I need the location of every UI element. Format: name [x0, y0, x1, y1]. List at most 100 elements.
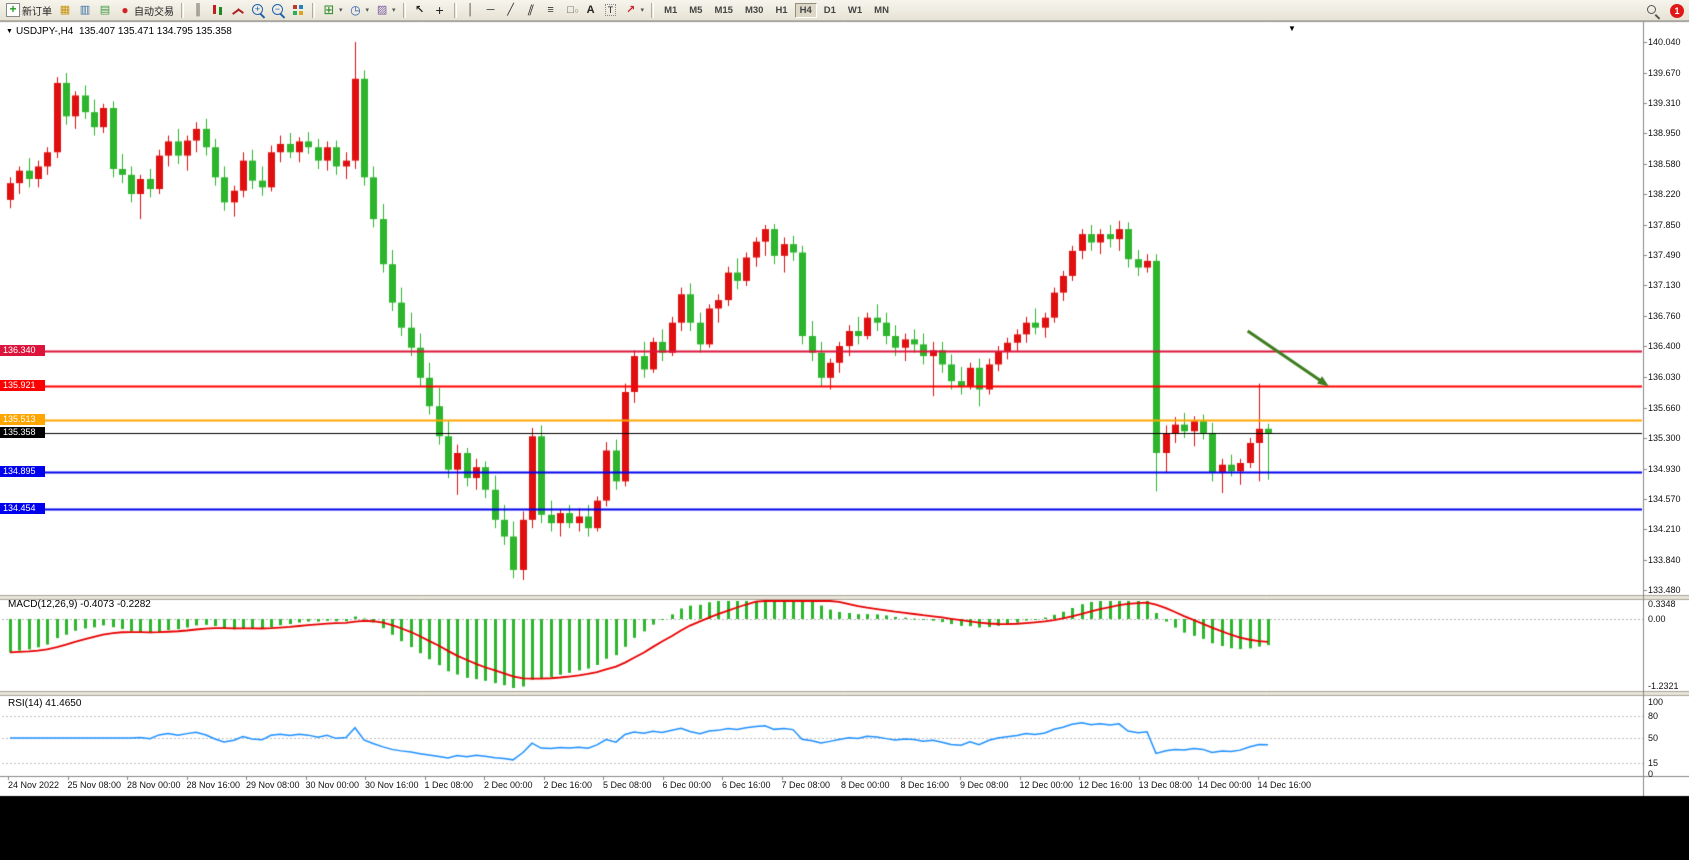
fibonacci-icon [544, 3, 558, 17]
price-axis-label: 138.220 [1648, 189, 1681, 200]
time-axis-label: 8 Dec 00:00 [841, 780, 890, 790]
timeframe-h4[interactable]: H4 [794, 2, 817, 18]
bar-chart-button[interactable] [188, 1, 208, 19]
price-axis-label: 134.930 [1648, 463, 1681, 474]
zoom-out-button[interactable] [268, 1, 288, 19]
timeframe-m30[interactable]: M30 [740, 3, 768, 18]
vertical-line-button[interactable] [461, 1, 481, 19]
new-order-button-label: 新订单 [22, 6, 52, 18]
price-axis-label: 138.950 [1648, 128, 1681, 139]
channel-icon [524, 3, 538, 17]
text-icon [584, 3, 598, 17]
timeframe-m15[interactable]: M15 [709, 3, 737, 18]
rsi-axis-label: 0 [1648, 769, 1654, 779]
templates-button[interactable]: ▾ [372, 1, 399, 19]
time-axis-label: 28 Nov 16:00 [186, 780, 241, 790]
price-axis-label: 140.040 [1648, 37, 1681, 47]
indicators-icon [322, 3, 336, 17]
price-axis-label: 134.210 [1648, 524, 1681, 534]
label-button[interactable] [601, 1, 621, 19]
tile-windows-button[interactable] [288, 1, 308, 19]
rsi-label: RSI(14) [8, 698, 43, 709]
notification-badge[interactable]: 1 [1670, 4, 1684, 18]
macd-header: MACD(12,26,9) -0.4073 -0.2282 [8, 599, 151, 610]
search-icon [1646, 4, 1660, 18]
price-axis-label: 137.490 [1648, 250, 1681, 260]
macd-axis-label: 0.00 [1648, 614, 1666, 624]
text-label-icon [604, 3, 618, 17]
trendline-button[interactable] [501, 1, 521, 19]
arrow-stamps-icon [624, 3, 638, 17]
time-axis-label: 1 Dec 08:00 [424, 780, 474, 790]
price-axis-label: 137.850 [1648, 219, 1681, 230]
time-axis-label: 29 Nov 08:00 [246, 780, 300, 790]
market-watch-button[interactable] [75, 1, 95, 19]
crosshair-button[interactable] [430, 1, 450, 19]
cursor-button[interactable] [410, 1, 430, 19]
time-axis-label: 12 Dec 00:00 [1019, 780, 1074, 790]
chart-shift-marker[interactable]: ▼ [1288, 24, 1296, 33]
periods-button[interactable]: ▾ [346, 1, 373, 19]
chart-ohlc-values: 135.407 135.471 134.795 135.358 [78, 26, 232, 37]
time-axis-label: 30 Nov 00:00 [305, 780, 360, 790]
candlestick-icon [211, 3, 225, 17]
time-axis-label: 14 Dec 00:00 [1198, 780, 1252, 790]
candlestick-chart-button[interactable] [208, 1, 228, 19]
horizontal-line-button[interactable] [481, 1, 501, 19]
price-level-tag: 135.921 [0, 380, 45, 392]
macd-label: MACD(12,26,9) [8, 599, 78, 610]
price-level-tag: 135.358 [0, 427, 45, 439]
price-axis-label: 139.670 [1648, 67, 1681, 78]
line-chart-button[interactable] [228, 1, 248, 19]
text-button[interactable] [581, 1, 601, 19]
time-axis-label: 24 Nov 2022 [8, 780, 60, 790]
time-axis-label: 6 Dec 00:00 [662, 780, 712, 790]
price-axis-label: 134.570 [1648, 493, 1681, 504]
rsi-value: 41.4650 [45, 698, 82, 709]
search-button[interactable] [1643, 2, 1663, 20]
timeframe-w1[interactable]: W1 [843, 3, 867, 18]
timeframe-m1[interactable]: M1 [659, 3, 682, 18]
indicators-button[interactable]: ▾ [319, 1, 346, 19]
time-axis-label: 8 Dec 16:00 [900, 780, 950, 790]
toolbar-separator [402, 2, 406, 18]
tile-windows-icon [291, 3, 305, 17]
fibonacci-button[interactable] [541, 1, 561, 19]
time-axis-label: 2 Dec 00:00 [484, 780, 533, 790]
new-order-button[interactable]: 新订单 [3, 1, 55, 19]
price-axis-label: 137.130 [1648, 280, 1681, 291]
timeframe-m5[interactable]: M5 [684, 3, 707, 18]
navigator-icon [98, 3, 112, 17]
chevron-down-icon: ▾ [365, 7, 370, 14]
timeframe-d1[interactable]: D1 [819, 3, 841, 18]
shapes-button[interactable] [561, 1, 581, 19]
symbol-dropdown-icon[interactable]: ▼ [6, 28, 13, 35]
zoom-in-button[interactable] [248, 1, 268, 19]
time-axis-label: 28 Nov 00:00 [127, 780, 181, 790]
time-axis-label: 14 Dec 16:00 [1257, 780, 1312, 790]
price-axis-label: 136.030 [1648, 371, 1681, 382]
price-level-tag: 135.513 [0, 414, 45, 426]
time-axis-label: 5 Dec 08:00 [603, 780, 652, 790]
toolbar-separator [453, 2, 457, 18]
clock-icon [349, 3, 363, 17]
line-chart-icon [231, 3, 245, 17]
chevron-down-icon: ▾ [339, 7, 343, 14]
time-axis-label: 12 Dec 16:00 [1079, 780, 1133, 790]
timeframe-mn[interactable]: MN [869, 3, 894, 18]
channel-button[interactable] [521, 1, 541, 19]
autotrading-button[interactable]: 自动交易 [115, 1, 177, 19]
open-chart-button[interactable] [55, 1, 75, 19]
arrows-button[interactable]: ▾ [621, 1, 648, 19]
chart-window-icon [58, 3, 72, 17]
timeframe-h1[interactable]: H1 [770, 3, 792, 18]
shapes-icon [564, 3, 578, 19]
navigator-button[interactable] [95, 1, 115, 19]
template-icon [375, 3, 389, 17]
chart-title: ▼ USDJPY-,H4 135.407 135.471 134.795 135.… [6, 26, 232, 37]
time-axis-label: 7 Dec 08:00 [781, 780, 831, 790]
